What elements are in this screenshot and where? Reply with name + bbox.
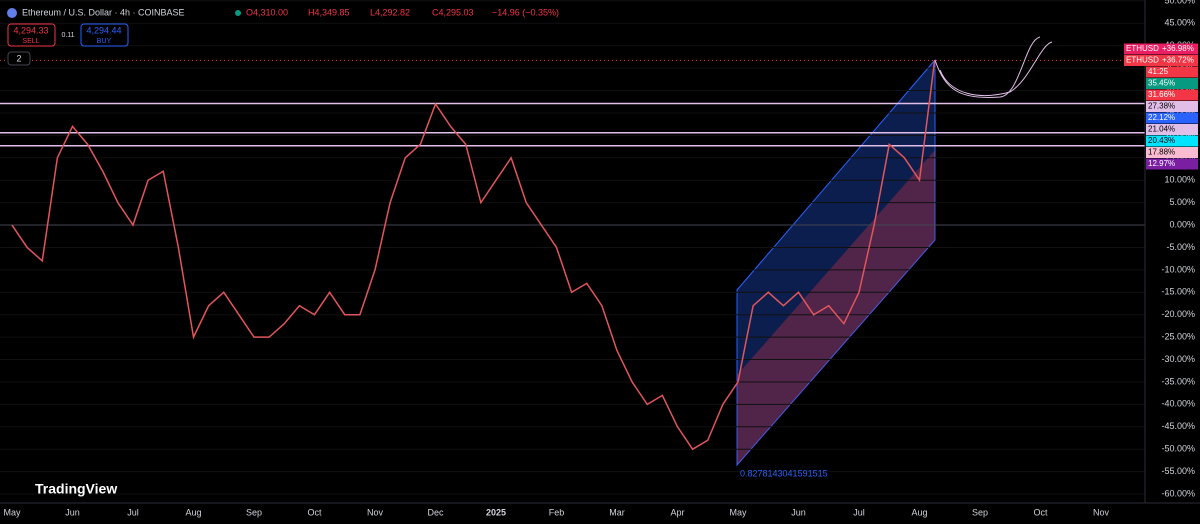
sell-label[interactable]: SELL [22,38,39,45]
price-tag-label: +36.72% [1162,56,1194,65]
price-tag-label: 12.97% [1148,159,1175,168]
y-tick-label: 5.00% [1169,197,1195,207]
ohlc: L4,292.82 [370,7,410,17]
x-tick-label: Mar [609,507,625,517]
price-tag [1146,147,1198,158]
x-tick-label: 2025 [486,507,506,517]
x-tick-label: Dec [427,507,444,517]
annotation: 0.8278143041591515 [740,468,828,478]
price-tag-label: 17.88% [1148,148,1175,157]
tag-name: ETHUSD [1126,44,1159,53]
price-tag-label: 20.43% [1148,136,1175,145]
x-tick-label: Jul [127,507,139,517]
x-tick-label: Apr [670,507,684,517]
y-tick-label: -40.00% [1161,399,1195,409]
x-tick-label: Jun [791,507,806,517]
y-tick-label: -50.00% [1161,444,1195,454]
buy-button[interactable] [80,23,129,47]
x-tick-label: Nov [367,507,384,517]
indicator-toggle[interactable] [7,51,31,66]
price-tag [1146,89,1198,101]
status-dot [235,10,241,16]
x-tick-label: Aug [911,507,927,517]
symbol-icon [7,8,17,18]
price-tag [1146,66,1198,78]
y-tick-label: -10.00% [1161,264,1195,274]
price-tag-label: 31.66% [1148,90,1175,99]
ohlc: H4,349.85 [308,7,350,17]
y-tick-label: -20.00% [1161,309,1195,319]
x-tick-label: Aug [185,507,201,517]
x-tick-label: May [3,507,21,517]
price-tag-label: 41:25 [1148,67,1169,76]
x-tick-label: Sep [972,507,988,517]
y-tick-label: 0.00% [1169,219,1195,229]
buy-price[interactable]: 4,294.44 [86,25,121,35]
y-tick-label: -60.00% [1161,488,1195,498]
projection [934,36,1053,99]
y-tick-label: 25.00% [1164,107,1195,117]
spread: 0.11 [61,32,74,39]
x-tick-label: Oct [307,507,322,517]
price-tag [1146,124,1198,135]
y-tick-label: -25.00% [1161,332,1195,342]
y-tick-label: 45.00% [1164,18,1195,28]
y-tick-label: -15.00% [1161,287,1195,297]
x-tick-label: Jun [65,507,80,517]
price-tag-label: 27.38% [1148,102,1175,111]
x-tick-label: Sep [246,507,262,517]
y-tick-label: 10.00% [1164,175,1195,185]
ohlc: C4,295.03 [432,7,474,17]
x-tick-label: Feb [549,507,565,517]
tag-name-bg [1124,43,1160,55]
price-tag [1146,135,1198,147]
indicator-count[interactable]: 2 [16,53,21,63]
price-tag [1160,43,1198,55]
x-tick-label: Oct [1033,507,1048,517]
channel-lower [737,150,935,465]
price-tag [1146,112,1198,124]
tag-name-bg [1124,55,1160,66]
sell-price[interactable]: 4,294.33 [13,25,48,35]
y-tick-label: -35.00% [1161,376,1195,386]
ohlc: O4,310.00 [246,7,288,17]
price-tag [1146,101,1198,112]
symbol: Ethereum / U.S. Dollar · 4h · COINBASE [22,7,185,17]
y-tick-label: -45.00% [1161,421,1195,431]
price-line [11,60,936,451]
price-tag-label: 35.45% [1148,79,1175,88]
logo: TradingView [35,481,117,497]
plot [0,0,1145,495]
price-tag [1160,55,1198,66]
price-tag-label: +36.98% [1162,44,1194,53]
y-tick-label: -30.00% [1161,354,1195,364]
price-tag [1146,78,1198,89]
x-tick-label: May [729,507,747,517]
y-tick-label: -55.00% [1161,466,1195,476]
price-tag-label: 22.12% [1148,113,1175,122]
price-tag [1146,158,1198,170]
buy-label[interactable]: BUY [97,38,112,45]
x-tick-label: Nov [1093,507,1110,517]
tag-name: ETHUSD [1126,56,1159,65]
sell-button[interactable] [7,23,56,47]
y-tick-label: -5.00% [1166,242,1195,252]
x-tick-label: Jul [853,507,865,517]
change: −14.96 (−0.35%) [492,7,559,17]
price-tag-label: 21.04% [1148,125,1175,134]
y-tick-label: 50.00% [1164,0,1195,5]
